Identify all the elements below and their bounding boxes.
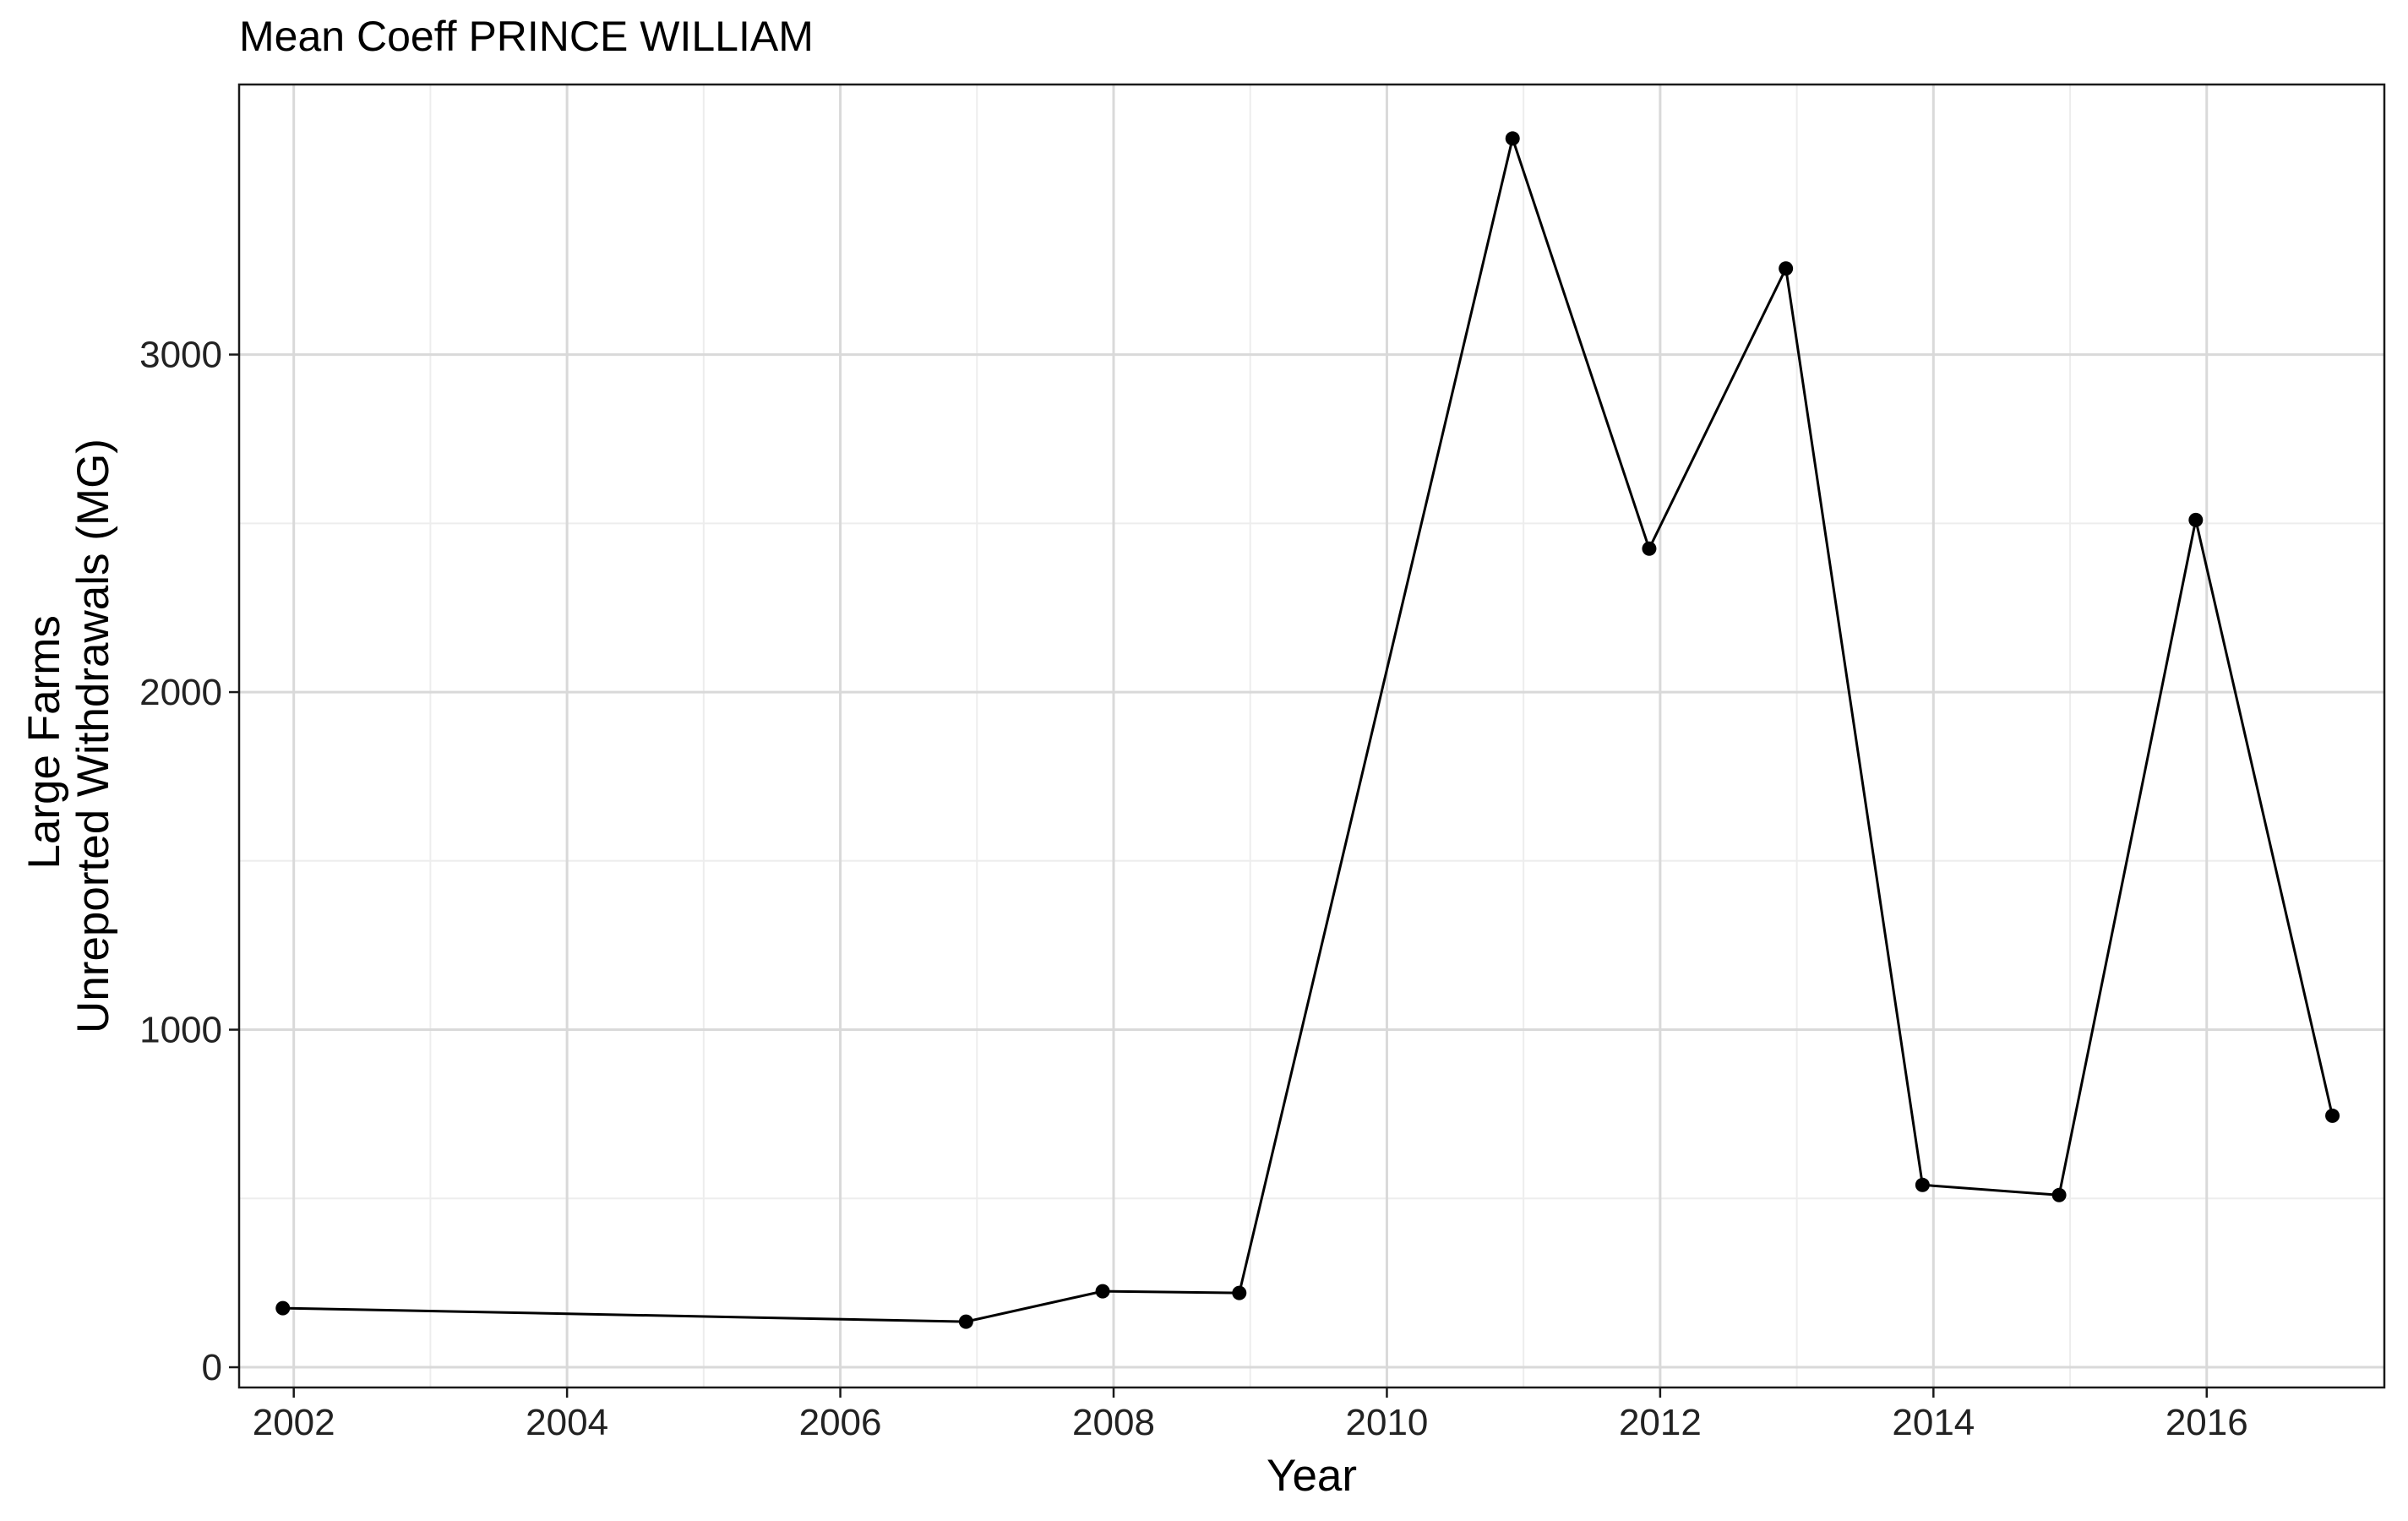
data-point: [2188, 512, 2204, 527]
major-gridlines: [239, 84, 2384, 1387]
x-tick-label: 2008: [1072, 1402, 1155, 1443]
x-axis-ticks: 2002 2004 2006 2008 2010 2012 2014 2016: [253, 1387, 2248, 1443]
data-point: [1095, 1284, 1110, 1299]
data-point: [1232, 1285, 1247, 1300]
x-tick-label: 2010: [1346, 1402, 1429, 1443]
x-tick-label: 2002: [253, 1402, 335, 1443]
data-point: [2051, 1187, 2067, 1202]
x-tick-label: 2016: [2166, 1402, 2248, 1443]
y-axis-ticks: 0 1000 2000 3000: [139, 335, 239, 1388]
data-point: [1642, 541, 1657, 556]
data-point: [2325, 1108, 2340, 1123]
y-tick-label: 1000: [139, 1010, 222, 1051]
x-tick-label: 2006: [799, 1402, 882, 1443]
data-point: [1505, 131, 1520, 146]
series-line: [282, 134, 2334, 1323]
y-tick-label: 0: [202, 1347, 222, 1388]
data-point: [275, 1300, 291, 1316]
chart-title: Mean Coeff PRINCE WILLIAM: [239, 13, 814, 60]
x-tick-label: 2012: [1619, 1402, 1702, 1443]
y-axis-title: Large Farms Unreported Withdrawals (MG): [19, 439, 118, 1033]
series-points: [275, 131, 2340, 1329]
data-point: [1779, 261, 1794, 276]
x-tick-label: 2014: [1892, 1402, 1975, 1443]
x-axis-title: Year: [1267, 1451, 1357, 1501]
x-tick-label: 2004: [526, 1402, 608, 1443]
y-tick-label: 2000: [139, 672, 222, 713]
y-axis-title-line-1: Large Farms: [19, 615, 69, 869]
plot-panel-border: [237, 83, 2386, 1389]
y-axis-title-line-2: Unreported Withdrawals (MG): [68, 439, 118, 1033]
y-tick-label: 3000: [139, 335, 222, 376]
minor-gridlines: [239, 84, 2384, 1387]
data-point: [958, 1314, 973, 1329]
data-point: [1915, 1177, 1930, 1192]
